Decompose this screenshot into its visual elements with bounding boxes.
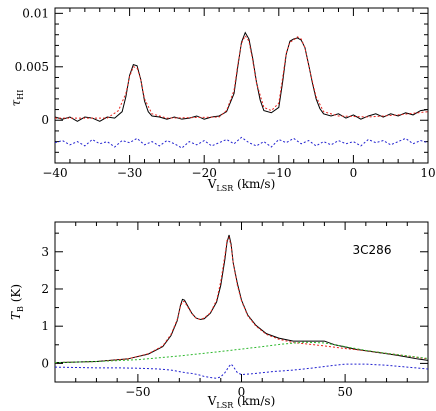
plot-frame <box>54 7 429 164</box>
y-tick-label: 1 <box>41 319 49 333</box>
x-axis-label: VLSR (km/s) <box>207 394 276 410</box>
x-tick-label: −30 <box>117 166 142 180</box>
y-tick-label: 0.005 <box>15 60 49 74</box>
x-tick-label: −40 <box>42 166 67 180</box>
y-tick-label: 2 <box>41 282 49 296</box>
y-tick-label: 0 <box>41 356 49 370</box>
x-tick-label: −50 <box>125 385 150 399</box>
y-axis-label: TB (K) <box>9 284 25 320</box>
x-tick-label: −10 <box>266 166 291 180</box>
series-line <box>54 363 429 379</box>
series-line <box>54 31 429 122</box>
source-annotation: 3C286 <box>353 243 392 257</box>
series-line <box>54 341 429 364</box>
x-tick-label: 50 <box>337 385 352 399</box>
series-line <box>54 234 429 364</box>
x-axis-label: VLSR (km/s) <box>207 177 276 193</box>
y-tick-label: 3 <box>41 245 49 259</box>
x-tick-label: −20 <box>192 166 217 180</box>
x-tick-label: 0 <box>238 385 246 399</box>
series-line <box>55 34 429 119</box>
series-line <box>54 236 429 364</box>
series-line <box>54 136 429 149</box>
y-tick-label: 0 <box>41 113 49 127</box>
x-tick-label: 0 <box>350 166 358 180</box>
tau-hi-panel: −40 −30 −20 −10 0 10 0 0.005 0.01 VLSR (km/s) τHI <box>9 6 436 193</box>
x-tick-label: 10 <box>420 166 435 180</box>
y-axis-label: τHI <box>9 90 25 107</box>
y-tick-label: 0.01 <box>22 6 49 20</box>
brightness-temperature-panel: −50 0 50 0 1 2 3 VLSR (km/s) TB (K) 3C286 <box>9 221 429 410</box>
